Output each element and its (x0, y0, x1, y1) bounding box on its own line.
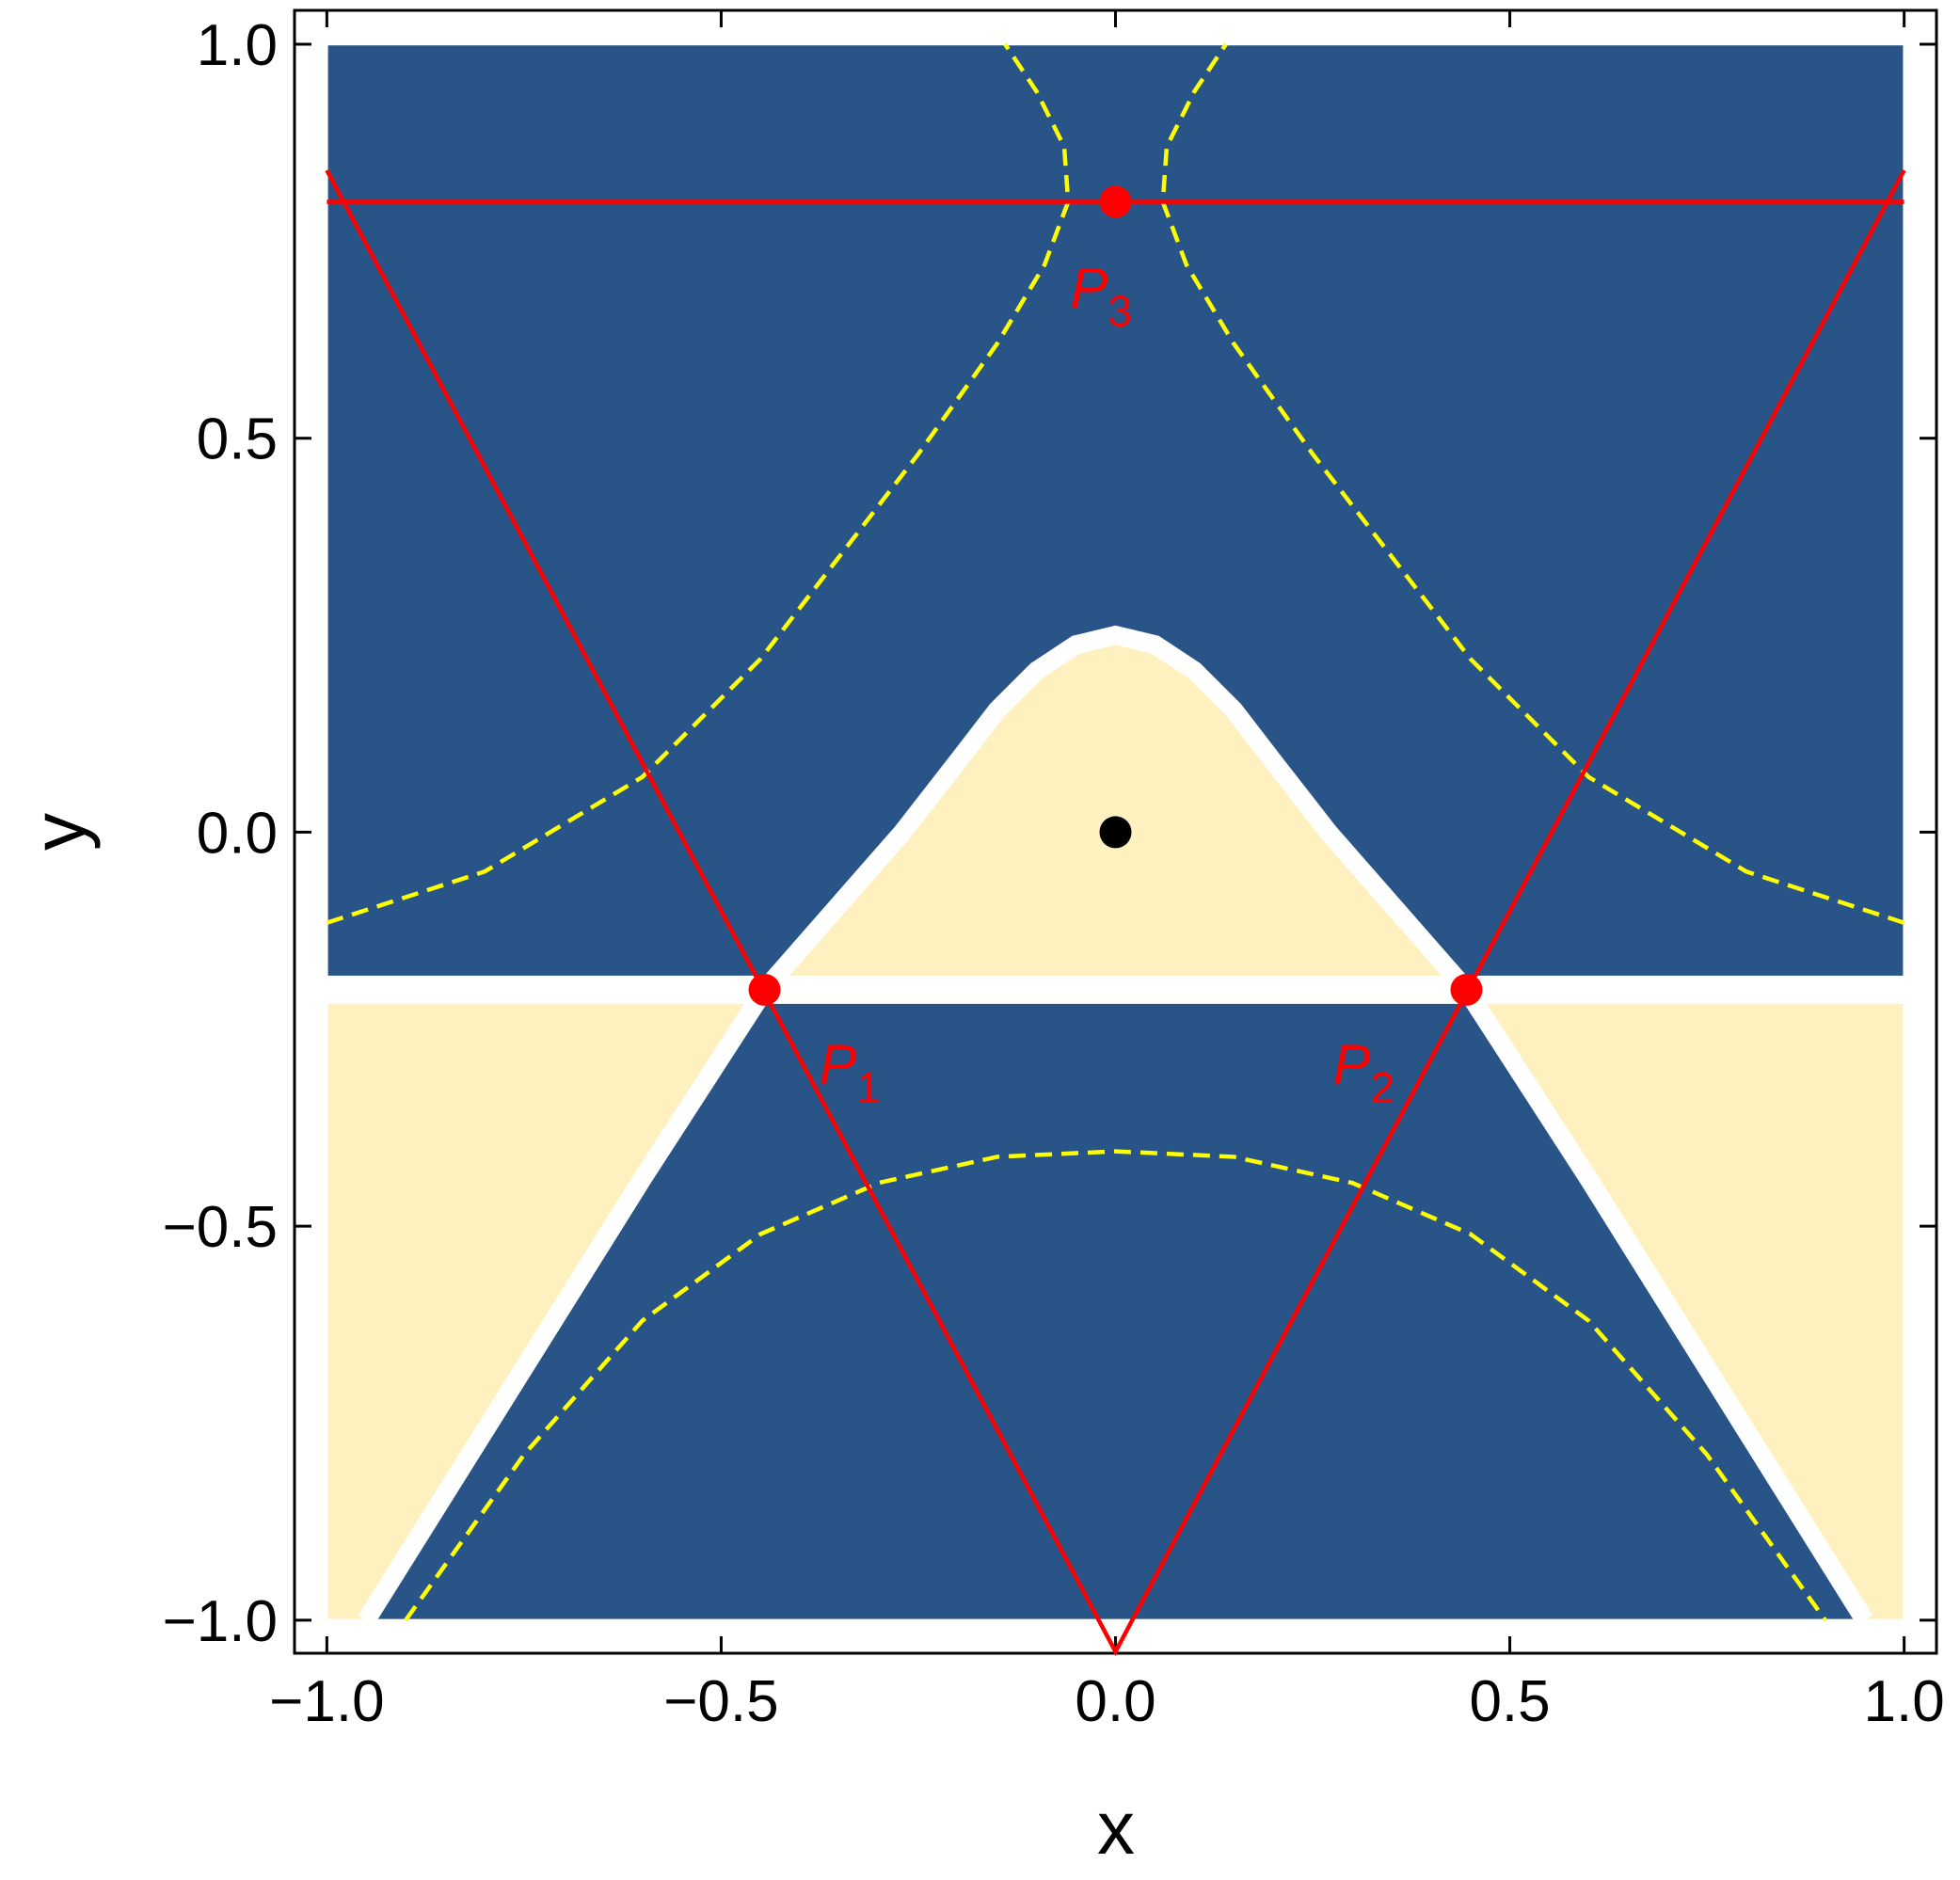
point (1099, 185, 1132, 218)
point-label: P3 (1071, 256, 1133, 335)
x-tick-label: −1.0 (269, 1669, 384, 1734)
point (1450, 973, 1483, 1006)
x-tick-label: −0.5 (663, 1669, 778, 1734)
y-tick-label: −0.5 (163, 1195, 278, 1260)
point-label: P1 (820, 1033, 882, 1112)
point-label-sub: 3 (1108, 286, 1133, 335)
y-tick-label: 0.5 (197, 407, 278, 472)
y-tick-label: 1.0 (197, 13, 278, 78)
x-tick-label: 0.0 (1075, 1669, 1155, 1734)
red-line (325, 168, 1906, 1657)
point-label-sub: 1 (857, 1063, 882, 1112)
dashed-curve (406, 1152, 1825, 1620)
point (748, 973, 781, 1006)
y-tick-label: 0.0 (197, 801, 278, 866)
point-label-sub: 2 (1371, 1063, 1395, 1112)
point-label-main: P (820, 1033, 857, 1096)
point-label-main: P (1071, 256, 1108, 319)
point-label-main: P (1332, 1033, 1370, 1096)
dashed-curve (1163, 44, 1904, 923)
region-border (311, 28, 1920, 1635)
dashed-curves (327, 44, 1904, 1620)
region-layer (311, 28, 1920, 1635)
region-cream-top (764, 635, 1467, 990)
point (1099, 816, 1132, 849)
x-axis-label: x (1097, 1786, 1135, 1870)
y-tick-label: −1.0 (163, 1589, 278, 1654)
dashed-curve (327, 44, 1068, 923)
x-tick-label: 0.5 (1469, 1669, 1550, 1734)
y-axis-label: y (17, 813, 101, 851)
point-label: P2 (1332, 1033, 1394, 1112)
x-tick-label: 1.0 (1864, 1669, 1945, 1734)
